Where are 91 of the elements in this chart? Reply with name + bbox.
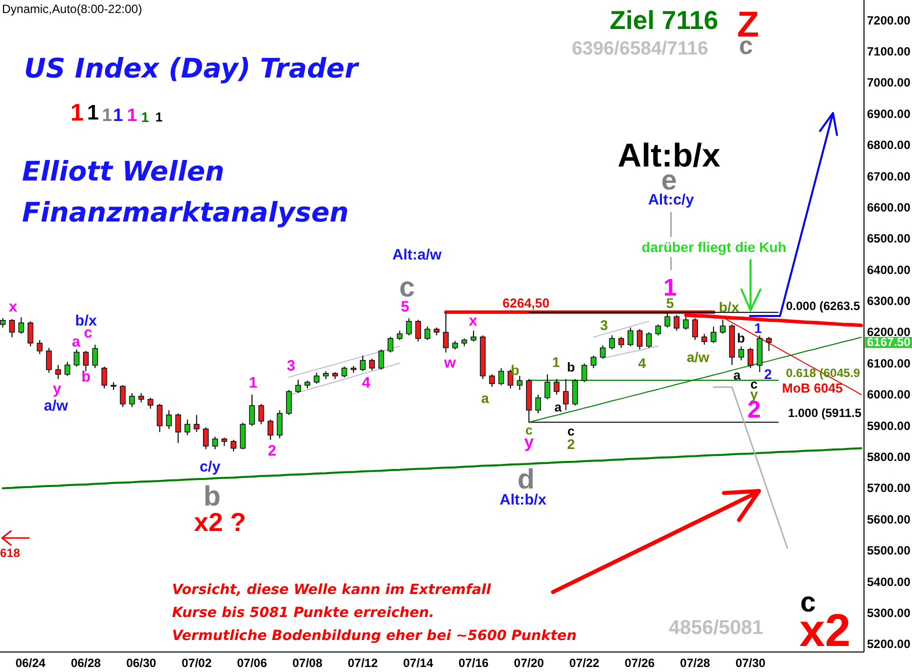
annotation: d bbox=[517, 464, 535, 494]
annotation: a/w bbox=[686, 349, 710, 365]
annotation: b bbox=[81, 368, 91, 386]
annotation: 0.000 (6263.5 bbox=[786, 299, 860, 313]
annotation: b/x bbox=[718, 299, 740, 315]
annotation: 2 bbox=[268, 442, 276, 460]
y-tick-label: 5800.00 bbox=[867, 450, 911, 464]
annotation: Alt:b/x bbox=[500, 492, 547, 508]
annotation: c/y bbox=[200, 458, 222, 476]
y-tick-label: 5600.00 bbox=[867, 512, 911, 526]
y-tick-label: 6600.00 bbox=[867, 200, 911, 214]
x-tick-label: 07/28 bbox=[680, 656, 710, 670]
x-tick-label: 06/24 bbox=[15, 656, 46, 670]
annotation: 2 bbox=[567, 436, 576, 452]
annotation: 4 bbox=[362, 374, 371, 392]
annotation: 4856/5081 bbox=[668, 617, 764, 639]
annotation: Kurse bis 5081 Punkte erreichen. bbox=[172, 605, 434, 621]
annotation: x bbox=[8, 298, 18, 316]
annotation: Elliott Wellen bbox=[22, 156, 224, 188]
annotation: a bbox=[481, 390, 490, 406]
annotation: a bbox=[733, 368, 742, 382]
y-tick-label: 7200.00 bbox=[867, 13, 911, 28]
annotation: c bbox=[567, 424, 575, 438]
annotation: Alt:a/w bbox=[392, 246, 442, 264]
annotation: 1 bbox=[126, 105, 138, 125]
annotation: c bbox=[525, 422, 533, 438]
annotation: b bbox=[510, 362, 520, 378]
annotation: y bbox=[52, 380, 62, 398]
y-tick-label: 6000.00 bbox=[867, 388, 911, 402]
annotation: Alt:b/x bbox=[618, 136, 721, 174]
x-tick-label: 07/08 bbox=[292, 656, 323, 670]
annotation: w bbox=[443, 354, 456, 372]
y-tick-label: 5900.00 bbox=[867, 418, 911, 433]
annotation: 1 bbox=[754, 320, 762, 336]
annotation: 1 bbox=[112, 105, 124, 125]
annotation: 1 bbox=[102, 105, 112, 125]
annotation: 1 bbox=[248, 374, 258, 392]
x-tick-label: 07/20 bbox=[514, 656, 544, 670]
x-tick-label: 07/06 bbox=[236, 656, 268, 670]
annotation: 6396/6584/7116 bbox=[572, 38, 708, 60]
x-tick-label: 07/22 bbox=[569, 656, 600, 670]
x-tick-label: 07/26 bbox=[624, 656, 656, 670]
annotation: 1 bbox=[87, 102, 100, 124]
y-tick-label: 5500.00 bbox=[867, 544, 911, 558]
y-tick-label: 7000.00 bbox=[867, 76, 911, 90]
annotation: 1 bbox=[70, 100, 84, 126]
annotation: 2 bbox=[764, 366, 772, 382]
y-tick-label: 6900.00 bbox=[867, 106, 911, 121]
y-tick-label: 5400.00 bbox=[867, 574, 911, 589]
y-tick-label: 6500.00 bbox=[867, 232, 911, 246]
y-tick-label: 5700.00 bbox=[867, 481, 911, 496]
annotation: x bbox=[468, 312, 478, 330]
y-tick-label: 6800.00 bbox=[867, 138, 911, 152]
x-tick-label: 07/02 bbox=[182, 656, 212, 670]
y-tick-label: 6400.00 bbox=[867, 262, 911, 277]
annotation: Vorsicht, diese Welle kann im Extremfall bbox=[172, 582, 492, 598]
annotation: a bbox=[554, 400, 562, 414]
annotation: 1.000 (5911.5 bbox=[788, 406, 862, 420]
annotation: 3 bbox=[600, 317, 608, 333]
annotation: Finanzmarktanalysen bbox=[22, 198, 349, 228]
annotation: Ziel 7116 bbox=[610, 5, 718, 35]
annotation: c bbox=[800, 586, 816, 618]
annotation: US Index (Day) Trader bbox=[24, 54, 360, 84]
annotation: a bbox=[72, 334, 81, 350]
y-tick-label: 6100.00 bbox=[867, 356, 911, 370]
y-tick-label: 5300.00 bbox=[867, 606, 911, 620]
y-tick-label: 6300.00 bbox=[867, 294, 911, 308]
chart-title: Dynamic,Auto(8:00-22:00) bbox=[2, 2, 142, 16]
y-tick-label: 7100.00 bbox=[867, 44, 911, 58]
annotation: b bbox=[567, 360, 576, 374]
x-tick-label: 07/16 bbox=[458, 656, 489, 670]
annotation: 618 bbox=[0, 546, 20, 560]
y-tick-label: 5200.00 bbox=[867, 637, 911, 652]
x-tick-label: 07/14 bbox=[403, 656, 434, 670]
annotation: 6264,50 bbox=[502, 296, 550, 310]
x-tick-label: 06/30 bbox=[126, 656, 157, 670]
annotation: Alt:c/y bbox=[648, 192, 695, 208]
annotation: MoB 6045 bbox=[782, 380, 843, 396]
annotation: Vermutliche Bodenbildung eher bei ~5600 Punkten bbox=[172, 628, 577, 644]
x-tick-label: 07/12 bbox=[348, 656, 378, 670]
annotation: darüber fliegt die Kuh bbox=[642, 239, 786, 255]
annotation: b bbox=[737, 330, 746, 346]
annotation: 1 bbox=[155, 110, 163, 124]
annotation: 1 bbox=[141, 109, 150, 125]
x-tick-label: 07/30 bbox=[735, 656, 766, 670]
annotation: a/w bbox=[44, 398, 68, 414]
annotation: 1 bbox=[552, 354, 560, 370]
annotation: 3 bbox=[286, 358, 296, 374]
x-tick-label: 06/28 bbox=[70, 656, 102, 670]
annotation: 4 bbox=[638, 355, 646, 371]
y-tick-label: 6700.00 bbox=[867, 169, 911, 184]
